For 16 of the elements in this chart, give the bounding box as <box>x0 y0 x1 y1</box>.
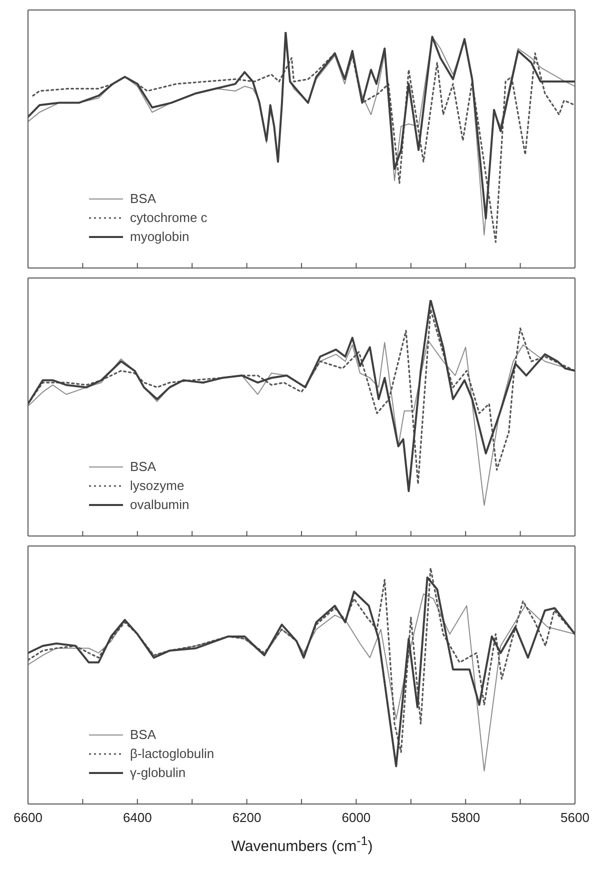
x-tick-label: 5800 <box>451 810 480 825</box>
legend-label: β-lactoglobulin <box>130 746 214 761</box>
x-tick-label: 6600 <box>14 810 42 825</box>
legend-label: myoglobin <box>130 229 190 244</box>
legend-label: BSA <box>130 459 156 474</box>
legend-label: BSA <box>130 191 156 206</box>
x-tick-label: 5600 <box>560 810 590 825</box>
x-axis-title: Wavenumbers (cm$^{-1}$) <box>230 834 374 855</box>
legend-label: BSA <box>130 727 156 742</box>
legend-label: ovalbumin <box>130 497 190 512</box>
x-tick-label: 6400 <box>122 810 152 825</box>
x-tick-label: 6200 <box>232 810 262 825</box>
x-tick-label: 6000 <box>342 810 371 825</box>
legend-label: γ-globulin <box>130 765 186 780</box>
legend-label: cytochrome c <box>130 210 208 225</box>
legend-label: lysozyme <box>130 478 184 493</box>
